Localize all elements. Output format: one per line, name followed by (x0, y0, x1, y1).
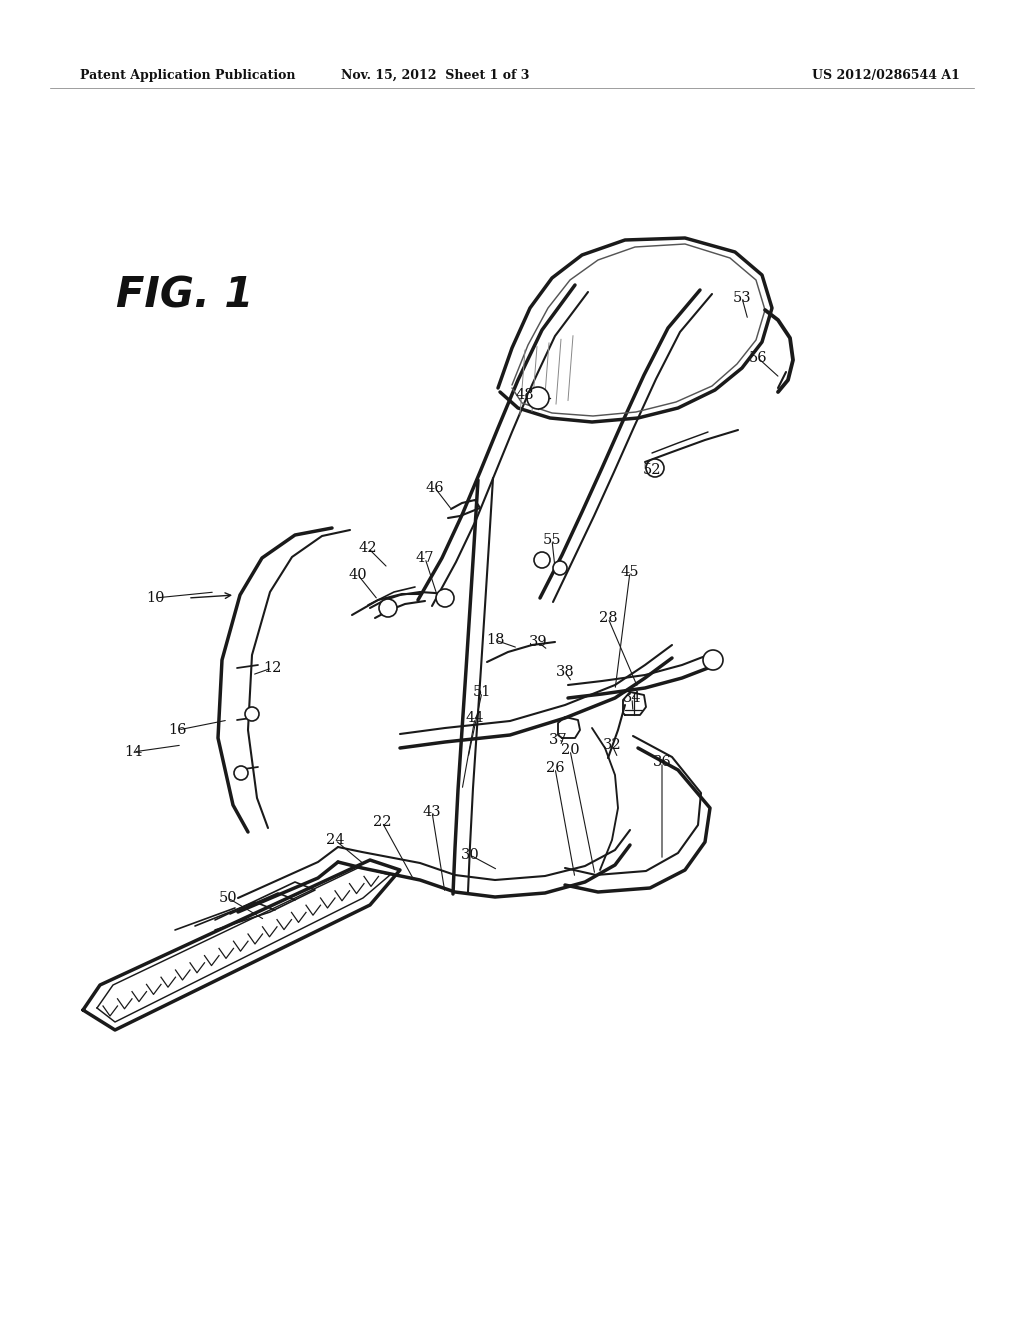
Text: 38: 38 (556, 665, 574, 678)
Text: 26: 26 (546, 762, 564, 775)
Text: 28: 28 (599, 611, 617, 624)
Text: 56: 56 (749, 351, 767, 366)
Text: 30: 30 (461, 847, 479, 862)
Text: 50: 50 (219, 891, 238, 906)
Text: 14: 14 (124, 744, 142, 759)
Text: FIG. 1: FIG. 1 (117, 275, 254, 315)
Text: 40: 40 (349, 568, 368, 582)
Text: 36: 36 (652, 755, 672, 770)
Text: 20: 20 (561, 743, 580, 756)
Text: 24: 24 (326, 833, 344, 847)
Circle shape (646, 459, 664, 477)
Circle shape (553, 561, 567, 576)
Text: 39: 39 (528, 635, 547, 649)
Text: US 2012/0286544 A1: US 2012/0286544 A1 (812, 69, 961, 82)
Circle shape (534, 552, 550, 568)
Text: Nov. 15, 2012  Sheet 1 of 3: Nov. 15, 2012 Sheet 1 of 3 (341, 69, 529, 82)
Text: 55: 55 (543, 533, 561, 546)
Circle shape (234, 766, 248, 780)
Text: Patent Application Publication: Patent Application Publication (80, 69, 296, 82)
Circle shape (527, 387, 549, 409)
Text: 32: 32 (603, 738, 622, 752)
Text: 42: 42 (358, 541, 377, 554)
Text: 53: 53 (733, 290, 752, 305)
Text: 46: 46 (426, 480, 444, 495)
Text: 10: 10 (145, 591, 164, 605)
Text: 43: 43 (423, 805, 441, 818)
Text: 34: 34 (623, 690, 641, 705)
Text: 44: 44 (466, 711, 484, 725)
Text: 47: 47 (416, 550, 434, 565)
Circle shape (436, 589, 454, 607)
Circle shape (245, 708, 259, 721)
Text: 51: 51 (473, 685, 492, 700)
Circle shape (703, 649, 723, 671)
Text: 12: 12 (263, 661, 282, 675)
Text: 22: 22 (373, 814, 391, 829)
Text: 48: 48 (516, 388, 535, 403)
Text: 52: 52 (643, 463, 662, 477)
Text: 45: 45 (621, 565, 639, 579)
Text: 18: 18 (485, 634, 504, 647)
Text: 16: 16 (169, 723, 187, 737)
Circle shape (379, 599, 397, 616)
Text: 37: 37 (549, 733, 567, 747)
